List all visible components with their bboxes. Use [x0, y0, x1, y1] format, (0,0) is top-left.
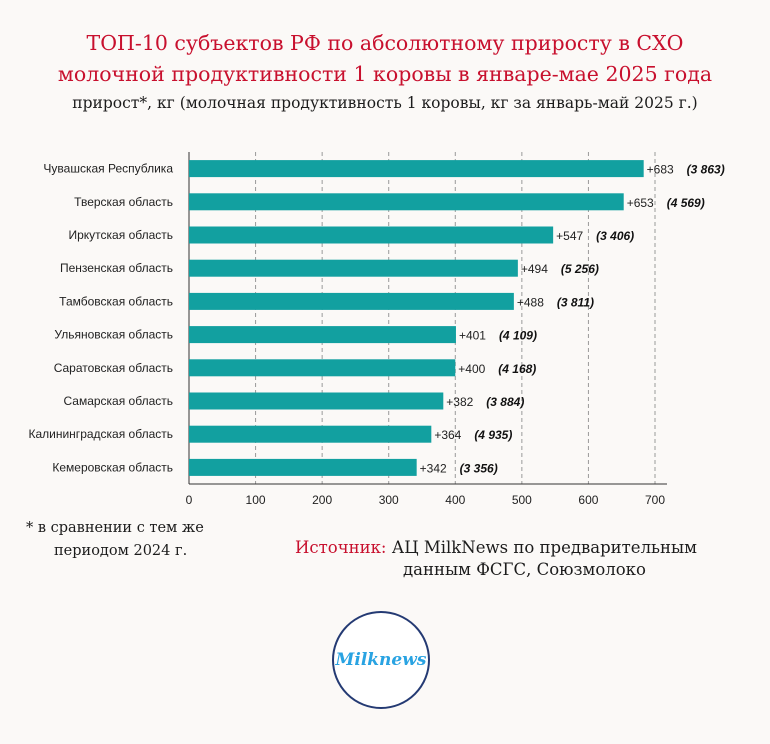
bar	[189, 259, 518, 277]
value-label: +494	[521, 262, 548, 276]
chart-subtitle: прирост*, кг (молочная продуктивность 1 …	[72, 94, 698, 112]
bar	[189, 226, 554, 244]
secondary-value-label: (5 256)	[561, 262, 599, 276]
x-tick-label: 200	[312, 493, 332, 507]
x-tick-label: 600	[578, 493, 598, 507]
x-tick-label: 300	[379, 493, 399, 507]
title-line-1: ТОП-10 субъектов РФ по абсолютному приро…	[86, 31, 684, 55]
secondary-value-label: (3 884)	[486, 395, 524, 409]
category-label: Саратовская область	[54, 361, 173, 375]
category-label: Калининградская область	[28, 427, 173, 441]
category-label: Пензенская область	[60, 261, 173, 275]
value-label: +653	[627, 196, 654, 210]
source-label: Источник:	[295, 538, 387, 557]
x-tick-label: 700	[645, 493, 665, 507]
secondary-value-label: (3 863)	[687, 163, 725, 177]
footnote-line-1: * в сравнении с тем же	[26, 520, 204, 536]
value-label: +401	[459, 329, 486, 343]
footnote-line-2: периодом 2024 г.	[54, 543, 188, 559]
chart-title: ТОП-10 субъектов РФ по абсолютному приро…	[0, 28, 770, 90]
secondary-value-label: (4 168)	[498, 362, 536, 376]
value-label: +342	[420, 461, 447, 475]
secondary-value-label: (3 811)	[557, 295, 594, 309]
x-tick-label: 500	[512, 493, 532, 507]
bar	[189, 160, 644, 178]
category-label: Самарская область	[63, 394, 173, 408]
secondary-value-label: (3 406)	[596, 229, 634, 243]
bar	[189, 425, 432, 443]
secondary-value-label: (4 569)	[667, 196, 705, 210]
x-tick-label: 0	[186, 493, 193, 507]
source-line-2: данным ФСГС, Союзмолоко	[403, 560, 646, 579]
source-note: Источник: АЦ MilkNews по предварительным…	[295, 537, 765, 581]
value-label: +488	[517, 295, 544, 309]
x-tick-label: 100	[246, 493, 266, 507]
footnote: * в сравнении с тем же периодом 2024 г.	[26, 517, 226, 563]
source-line-1: АЦ MilkNews по предварительным	[391, 538, 698, 557]
secondary-value-label: (4 935)	[474, 428, 512, 442]
bar	[189, 292, 514, 310]
category-label: Тверская область	[74, 195, 173, 209]
category-label: Тамбовская область	[59, 294, 173, 308]
bar	[189, 359, 456, 377]
category-label: Кемеровская область	[52, 460, 173, 474]
bar	[189, 193, 624, 211]
secondary-value-label: (3 356)	[460, 461, 498, 475]
bar	[189, 326, 456, 344]
value-label: +364	[434, 428, 461, 442]
milknews-logo: Milknews	[332, 611, 430, 709]
bar	[189, 458, 417, 476]
value-label: +382	[446, 395, 473, 409]
bar	[189, 392, 444, 410]
category-label: Ульяновская область	[54, 328, 173, 342]
category-label: Иркутская область	[69, 228, 174, 242]
category-label: Чувашская Республика	[43, 162, 173, 176]
secondary-value-label: (4 109)	[499, 329, 537, 343]
x-tick-label: 400	[445, 493, 465, 507]
title-line-2: молочной продуктивности 1 коровы в январ…	[57, 62, 713, 86]
value-label: +547	[556, 229, 583, 243]
logo-text: Milknews	[335, 650, 427, 670]
value-label: +683	[647, 163, 674, 177]
value-label: +400	[458, 362, 485, 376]
